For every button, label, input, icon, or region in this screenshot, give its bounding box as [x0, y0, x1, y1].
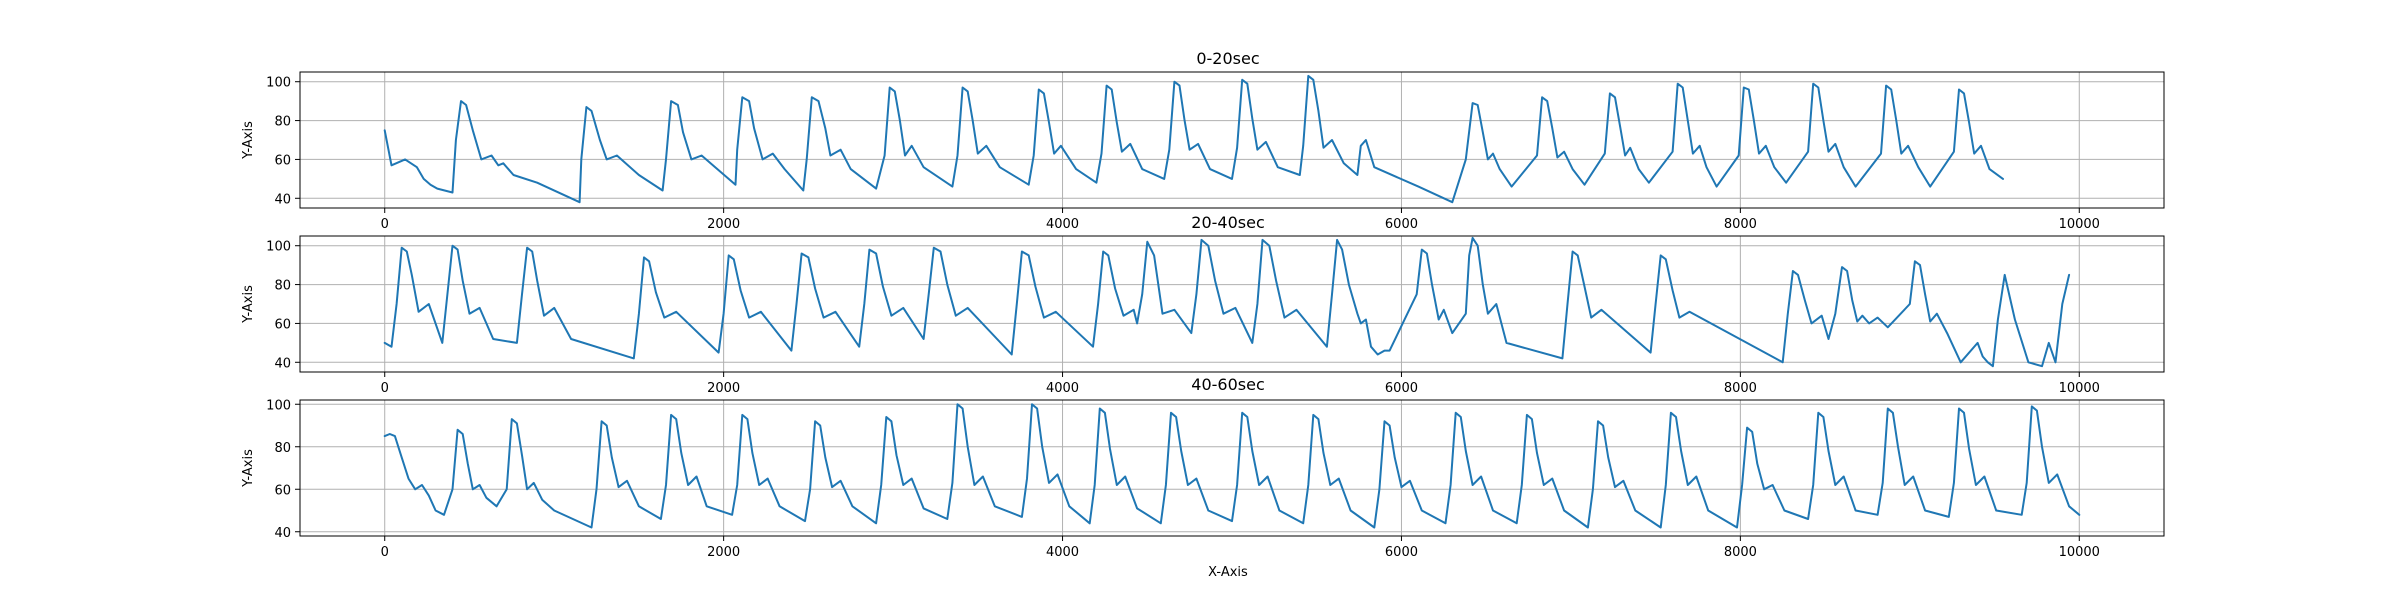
- panel-0-20sec-ytick-label-1: 60: [274, 153, 291, 168]
- panel-40-60sec-axes-frame: [299, 399, 2165, 537]
- panel-20-40sec-ytick-label-1: 60: [274, 317, 291, 332]
- panel-20-40sec-xtick-label-4: 8000: [1724, 381, 1757, 396]
- panel-40-60sec-xtick-label-1: 2000: [707, 545, 740, 560]
- panel-0-20sec-xtick-label-2: 4000: [1046, 217, 1079, 232]
- panel-20-40sec-series-line: [383, 236, 2071, 368]
- panel-0-20sec-ytick-label-3: 100: [266, 76, 291, 91]
- panel-40-60sec-xtick-label-2: 4000: [1046, 545, 1079, 560]
- panel-40-60sec-title: 40-60sec: [1191, 375, 1264, 394]
- panel-40-60sec-ytick-label-3: 100: [266, 398, 291, 413]
- panel-20-40sec-title: 20-40sec: [1191, 213, 1264, 232]
- panel-20-40sec-ylabel: Y-Axis: [241, 285, 256, 324]
- panel-0-20sec-xtick-label-4: 8000: [1724, 217, 1757, 232]
- panel-0-20sec-axes-frame: [299, 71, 2165, 209]
- panel-0-20sec-ylabel: Y-Axis: [241, 121, 256, 160]
- panel-40-60sec-xtick-label-4: 8000: [1724, 545, 1757, 560]
- panel-40-60sec-xlabel: X-Axis: [1208, 565, 1248, 580]
- panel-0-20sec-series-line: [383, 74, 2004, 204]
- panel-40-60sec-ylabel: Y-Axis: [241, 449, 256, 488]
- panel-0-20sec-xtick-label-5: 10000: [2059, 217, 2100, 232]
- panel-0-20sec-xtick-label-1: 2000: [707, 217, 740, 232]
- panel-20-40sec-xtick-label-2: 4000: [1046, 381, 1079, 396]
- panel-20-40sec-ytick-label-0: 40: [274, 356, 291, 371]
- panel-0-20sec-ytick-label-0: 40: [274, 192, 291, 207]
- panel-40-60sec-ytick-label-0: 40: [274, 526, 291, 541]
- panel-40-60sec: 0 2000 4000 6000 8000 10000 40 60 80 100: [266, 398, 2165, 560]
- panel-20-40sec-axes-frame: [299, 235, 2165, 373]
- panel-0-20sec-xtick-label-3: 6000: [1385, 217, 1418, 232]
- panel-0-20sec-title: 0-20sec: [1196, 49, 1259, 68]
- panel-20-40sec-ytick-label-3: 100: [266, 240, 291, 255]
- panel-40-60sec-xtick-label-5: 10000: [2059, 545, 2100, 560]
- panel-40-60sec-xtick-label-0: 0: [381, 545, 389, 560]
- panel-0-20sec-ytick-label-2: 80: [274, 115, 291, 130]
- panel-0-20sec: 0 2000 4000 6000 8000 10000 40 60 80 100: [266, 71, 2165, 232]
- panel-20-40sec-xtick-label-3: 6000: [1385, 381, 1418, 396]
- panel-40-60sec-xtick-label-3: 6000: [1385, 545, 1418, 560]
- panel-40-60sec-ytick-label-1: 60: [274, 483, 291, 498]
- panel-20-40sec: 0 2000 4000 6000 8000 10000 40 60 80 100: [266, 235, 2165, 396]
- panel-20-40sec-ytick-label-2: 80: [274, 279, 291, 294]
- panel-40-60sec-series-line: [383, 403, 2081, 529]
- panel-40-60sec-ytick-label-2: 80: [274, 441, 291, 456]
- panel-20-40sec-xtick-label-1: 2000: [707, 381, 740, 396]
- panel-20-40sec-xtick-label-5: 10000: [2059, 381, 2100, 396]
- panel-20-40sec-xtick-label-0: 0: [381, 381, 389, 396]
- panel-0-20sec-xtick-label-0: 0: [381, 217, 389, 232]
